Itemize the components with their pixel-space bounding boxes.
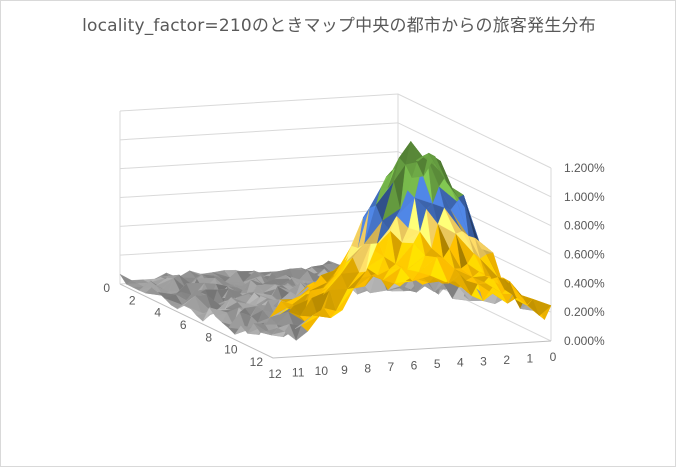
right-axis-tick-label: 0 (550, 350, 557, 364)
z-tick-label: 0.400% (564, 276, 605, 290)
left-axis-tick-label: 10 (224, 343, 238, 357)
z-tick-label: 1.200% (564, 161, 605, 175)
z-axis-ticks: 0.000% 0.200% 0.400% 0.600% 0.800% 1.000% 1.20… (564, 161, 605, 348)
right-axis-tick-label: 7 (387, 360, 394, 374)
right-axis-tick-label: 6 (411, 359, 418, 373)
z-tick-label: 0.200% (564, 305, 605, 319)
right-axis-tick-label: 1 (526, 351, 533, 365)
left-axis-tick-label: 2 (129, 293, 136, 307)
left-axis-tick-label: 8 (205, 330, 212, 344)
right-axis-tick-label: 2 (503, 353, 510, 367)
right-axis-tick-label: 10 (315, 364, 329, 378)
z-tick-label: 1.000% (564, 190, 605, 204)
left-axis-tick-label: 12 (250, 355, 264, 369)
right-axis-tick-label: 9 (341, 363, 348, 377)
z-tick-label: 0.000% (564, 334, 605, 348)
right-axis-tick-label: 11 (292, 366, 305, 380)
left-axis-tick-label: 6 (180, 318, 187, 332)
left-axis-tick-label: 0 (103, 281, 110, 295)
right-axis-tick-label: 4 (457, 356, 464, 370)
left-axis-tick-label: 4 (154, 306, 161, 320)
right-axis-tick-label: 8 (364, 361, 371, 375)
right-axis-tick-label: 12 (268, 367, 282, 381)
right-axis-tick-label: 3 (480, 354, 487, 368)
z-tick-label: 0.600% (564, 248, 605, 262)
right-axis-tick-label: 5 (434, 357, 441, 371)
z-tick-label: 0.800% (564, 219, 605, 233)
